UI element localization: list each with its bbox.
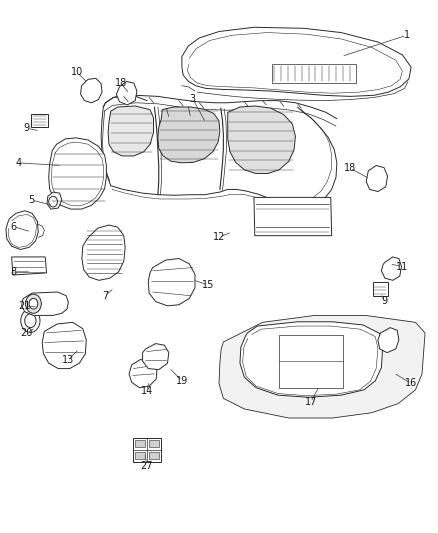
Text: 4: 4 xyxy=(15,158,21,168)
Text: 15: 15 xyxy=(202,280,214,290)
Polygon shape xyxy=(378,328,399,353)
Bar xyxy=(149,440,159,447)
Polygon shape xyxy=(81,78,102,103)
Circle shape xyxy=(25,314,36,328)
Polygon shape xyxy=(12,257,46,275)
Bar xyxy=(272,64,356,83)
Bar xyxy=(135,451,145,459)
Polygon shape xyxy=(219,316,425,418)
Polygon shape xyxy=(47,192,62,209)
Polygon shape xyxy=(381,257,402,280)
Polygon shape xyxy=(49,138,106,209)
Text: 9: 9 xyxy=(24,123,30,133)
Text: 7: 7 xyxy=(102,290,109,301)
Text: 19: 19 xyxy=(176,376,188,386)
Bar xyxy=(149,451,159,459)
Polygon shape xyxy=(108,106,153,156)
Polygon shape xyxy=(182,27,411,96)
Text: 5: 5 xyxy=(28,195,34,205)
Text: 21: 21 xyxy=(18,301,31,311)
Text: 3: 3 xyxy=(190,94,196,104)
Text: 18: 18 xyxy=(344,163,356,173)
Bar xyxy=(135,440,145,447)
Polygon shape xyxy=(228,106,295,173)
Text: 6: 6 xyxy=(11,222,17,232)
Polygon shape xyxy=(82,225,125,280)
Polygon shape xyxy=(240,322,383,397)
Text: 14: 14 xyxy=(141,386,153,397)
Text: 12: 12 xyxy=(213,232,225,243)
Circle shape xyxy=(49,196,57,207)
Text: 27: 27 xyxy=(141,461,153,471)
Text: 18: 18 xyxy=(115,78,127,88)
Text: 10: 10 xyxy=(71,68,83,77)
Polygon shape xyxy=(21,292,68,316)
Text: 16: 16 xyxy=(405,378,417,389)
Polygon shape xyxy=(148,259,195,306)
Polygon shape xyxy=(254,197,332,236)
Polygon shape xyxy=(366,165,388,191)
Circle shape xyxy=(29,298,38,309)
Polygon shape xyxy=(42,322,86,368)
Text: 9: 9 xyxy=(382,296,388,306)
Polygon shape xyxy=(6,211,38,249)
Bar xyxy=(373,282,388,296)
Polygon shape xyxy=(158,107,220,163)
Polygon shape xyxy=(143,344,169,369)
Text: 17: 17 xyxy=(304,397,317,407)
Polygon shape xyxy=(133,438,161,462)
Text: 11: 11 xyxy=(396,262,409,271)
Polygon shape xyxy=(129,360,157,387)
Circle shape xyxy=(21,309,40,333)
Text: 8: 8 xyxy=(11,267,17,277)
Polygon shape xyxy=(117,82,137,105)
Text: 1: 1 xyxy=(404,30,410,41)
Bar xyxy=(279,335,343,387)
Circle shape xyxy=(25,294,41,313)
Text: 13: 13 xyxy=(62,354,74,365)
Bar xyxy=(31,115,48,127)
Text: 20: 20 xyxy=(21,328,33,338)
